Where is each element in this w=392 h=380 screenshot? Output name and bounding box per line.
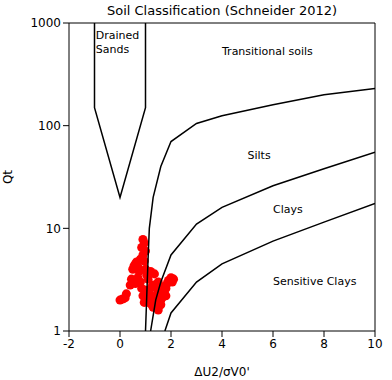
svg-text:0: 0 [116, 337, 124, 351]
svg-text:ΔU2/σV0': ΔU2/σV0' [194, 365, 249, 379]
svg-text:100: 100 [38, 119, 61, 133]
svg-text:-2: -2 [63, 337, 75, 351]
svg-text:10: 10 [46, 222, 61, 236]
svg-text:4: 4 [218, 337, 226, 351]
svg-text:Clays: Clays [273, 203, 303, 216]
svg-text:2: 2 [167, 337, 175, 351]
svg-text:DrainedSands: DrainedSands [96, 29, 140, 56]
svg-text:6: 6 [269, 337, 277, 351]
html-text:Soil Classification (Schneider: Soil Classification (Schneider 2012) [106, 3, 338, 18]
svg-text:Silts: Silts [248, 149, 271, 162]
svg-text:10: 10 [367, 337, 382, 351]
svg-text:1000: 1000 [30, 16, 61, 30]
svg-text:Transitional soils: Transitional soils [221, 45, 313, 58]
svg-text:1: 1 [53, 324, 61, 338]
svg-text:Sensitive Clays: Sensitive Clays [273, 275, 357, 288]
svg-text:8: 8 [320, 337, 328, 351]
svg-text:Qt: Qt [8, 170, 15, 184]
